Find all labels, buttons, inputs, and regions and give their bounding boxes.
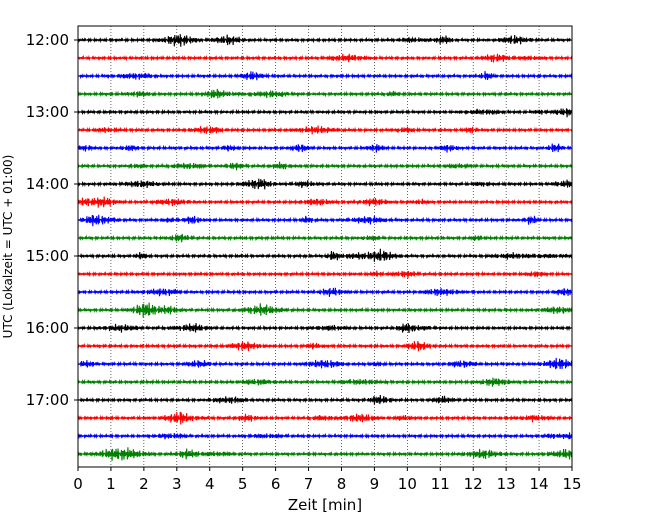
seismic-trace	[77, 411, 573, 425]
y-axis-label: UTC (Lokalzeit = UTC + 01:00)	[1, 155, 15, 339]
x-tick-label: 0	[73, 475, 83, 493]
y-axis: 12:00 13:00 14:00 15:00 16:00 17:00	[26, 31, 78, 409]
seismic-trace	[77, 196, 573, 208]
seismic-trace	[77, 377, 573, 387]
seismic-trace	[77, 143, 573, 153]
x-tick-label: 3	[172, 475, 182, 493]
x-tick-label: 13	[497, 475, 516, 493]
x-tick-label: 14	[530, 475, 549, 493]
x-tick-label: 7	[304, 475, 314, 493]
x-tick-label: 12	[464, 475, 483, 493]
seismic-trace	[77, 88, 573, 99]
plot-frame	[77, 25, 573, 468]
y-tick-label: 16:00	[26, 319, 69, 337]
seismic-trace	[77, 432, 573, 440]
x-tick-label: 11	[431, 475, 450, 493]
y-tick-label: 14:00	[26, 175, 69, 193]
x-tick-label: 9	[370, 475, 380, 493]
seismic-trace	[77, 395, 573, 405]
seismic-trace	[77, 233, 573, 243]
seismic-trace	[77, 125, 573, 135]
seismic-trace	[77, 34, 573, 47]
x-axis: 0 1 2 3 4 5 6 7 8 9 10 11 12 13 14 15	[73, 467, 582, 493]
seismic-trace	[77, 71, 573, 81]
x-tick-label: 1	[106, 475, 116, 493]
seismic-trace	[77, 53, 573, 63]
x-tick-label: 2	[139, 475, 149, 493]
y-tick-label: 17:00	[26, 391, 69, 409]
y-tick-label: 12:00	[26, 31, 69, 49]
y-tick-label: 15:00	[26, 247, 69, 265]
seismic-trace	[77, 323, 573, 333]
x-tick-label: 5	[238, 475, 248, 493]
x-tick-label: 10	[398, 475, 417, 493]
x-tick-label: 6	[271, 475, 281, 493]
seismic-trace	[77, 214, 573, 227]
seismic-trace	[77, 108, 573, 118]
seismic-trace	[77, 340, 573, 352]
seismic-trace	[77, 248, 573, 262]
seismic-trace	[77, 270, 573, 279]
x-tick-label: 8	[337, 475, 347, 493]
seismic-trace	[77, 178, 573, 190]
seismic-trace	[77, 161, 573, 171]
trace-layer	[77, 34, 573, 461]
seismic-trace	[77, 447, 573, 461]
x-axis-label: Zeit [min]	[288, 496, 362, 514]
x-tick-label: 15	[562, 475, 581, 493]
seismic-trace	[77, 302, 573, 318]
x-tick-label: 4	[205, 475, 215, 493]
y-tick-label: 13:00	[26, 103, 69, 121]
seismic-trace	[77, 357, 573, 370]
seismic-trace	[77, 287, 573, 297]
